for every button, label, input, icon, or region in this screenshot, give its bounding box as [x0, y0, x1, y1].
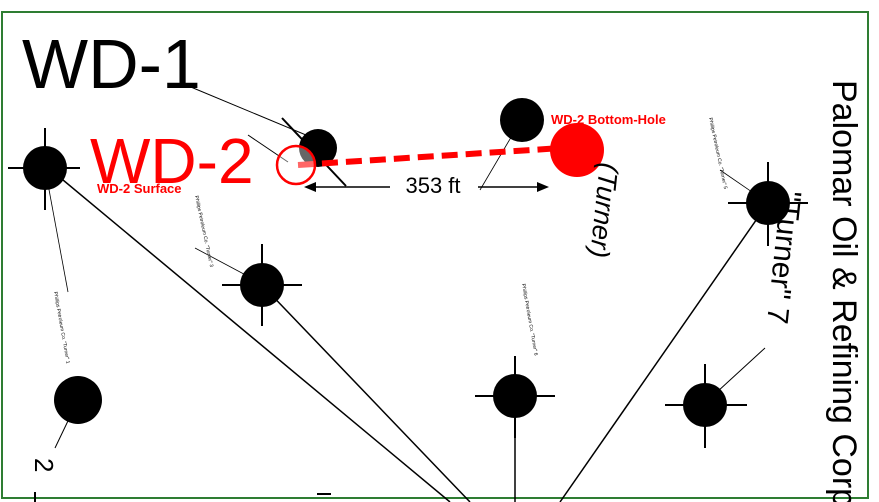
operator-label: Palomar Oil & Refining Corp. — [825, 80, 863, 502]
wd2-surface-symbol — [275, 144, 317, 186]
well-symbol-offset — [500, 98, 544, 142]
corner-number-label: 2 — [29, 458, 59, 472]
well-symbol-corner — [54, 376, 102, 424]
distance-label: 353 ft — [405, 173, 460, 198]
lease-line — [44, 164, 451, 502]
wd2-bottom-hole-symbol — [550, 123, 604, 177]
wd2-wellbore-path — [297, 145, 563, 168]
well-symbol-turner7 — [665, 364, 747, 448]
well-note-turner5: Phillips Petroleum Co. "Turner" 5 — [707, 117, 728, 190]
redaction-block — [356, 72, 438, 390]
wd2-bottom-hole-label: WD-2 Bottom-Hole — [551, 112, 666, 127]
well-note-turner1: Phillips Petroleum Co. "Turner" 1 — [52, 291, 71, 364]
distance-arrow — [304, 182, 549, 192]
well-symbol-turner6 — [475, 356, 555, 438]
well-symbol-turner3 — [222, 244, 302, 326]
map-border — [1, 11, 869, 499]
leader-line-wd1 — [185, 84, 319, 141]
turner-paren-label: (Turner) — [584, 161, 624, 259]
leader-line-wd2 — [247, 134, 289, 163]
well-symbol-turner5 — [728, 162, 808, 246]
wd1-label: WD-1 — [22, 25, 201, 103]
lease-line — [559, 202, 769, 502]
well-note-turner3: Phillips Petroleum Co. "Turner" 3 — [193, 195, 214, 268]
well-note-turner6: Phillips Petroleum Co. "Turner" 6 — [520, 283, 539, 356]
well-symbol-wd1 — [281, 117, 347, 187]
lease-line — [261, 284, 471, 502]
wd2-surface-label: WD-2 Surface — [97, 181, 182, 196]
wd2-label: WD-2 — [90, 125, 254, 197]
well-symbol-turner1 — [8, 128, 80, 210]
